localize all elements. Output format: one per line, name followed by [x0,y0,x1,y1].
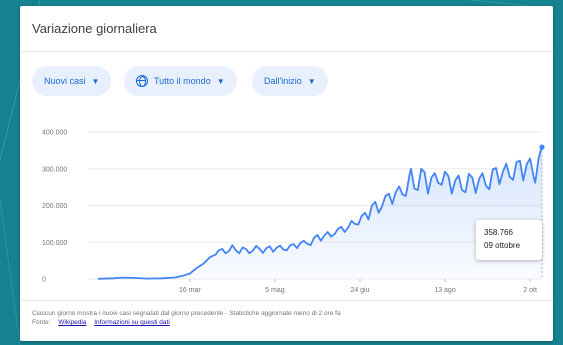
chevron-down-icon: ▼ [91,76,100,86]
chart-footer: Ciascun giorno mostra i nuovi casi segna… [32,309,542,327]
title-divider [20,51,553,52]
new-cases-filter-label: Nuovi casi [44,76,86,86]
y-tick-label: 100.000 [42,240,67,247]
card-title: Variazione giornaliera [32,21,157,36]
x-tick-label: 5 mag [265,287,285,294]
chart-tooltip: 358.766 09 ottobre [476,220,542,260]
daily-cases-chart[interactable]: 0 100.000 200.000 300.000 400.000 16 mar 5 mag… [20,106,553,296]
x-tick-label: 16 mar [179,287,201,294]
x-tick-label: 24 giu [350,287,369,294]
region-filter-label: Tutto il mondo [154,76,211,86]
daily-change-card: Variazione giornaliera Nuovi casi ▼ Tutt… [20,6,553,341]
tooltip-date: 09 ottobre [484,241,521,250]
region-filter[interactable]: Tutto il mondo ▼ [124,66,237,96]
about-data-link[interactable]: Informazioni su questi dati [94,319,170,326]
chevron-down-icon: ▼ [307,76,316,86]
series-area [98,147,542,279]
new-cases-filter[interactable]: Nuovi casi ▼ [32,66,112,96]
y-tick-label: 0 [42,277,46,284]
time-range-filter-label: Dall'inizio [264,76,302,86]
y-tick-label: 400.000 [42,130,67,137]
globe-icon [136,75,148,87]
source-label: Fonte: [32,319,51,326]
x-tick-label: 2 ott [523,287,537,294]
x-tick-label: 13 ago [434,287,456,294]
wikipedia-link[interactable]: Wikipedia [58,319,87,326]
tooltip-value: 358.766 [484,228,513,237]
y-tick-label: 300.000 [42,166,67,173]
new-cases-series-line [97,146,543,280]
footer-description: Ciascun giorno mostra i nuovi casi segna… [32,310,341,317]
chevron-down-icon: ▼ [216,76,225,86]
y-tick-label: 200.000 [42,203,67,210]
time-range-filter[interactable]: Dall'inizio ▼ [252,66,328,96]
hover-point [539,144,545,150]
footer-divider [20,300,553,301]
